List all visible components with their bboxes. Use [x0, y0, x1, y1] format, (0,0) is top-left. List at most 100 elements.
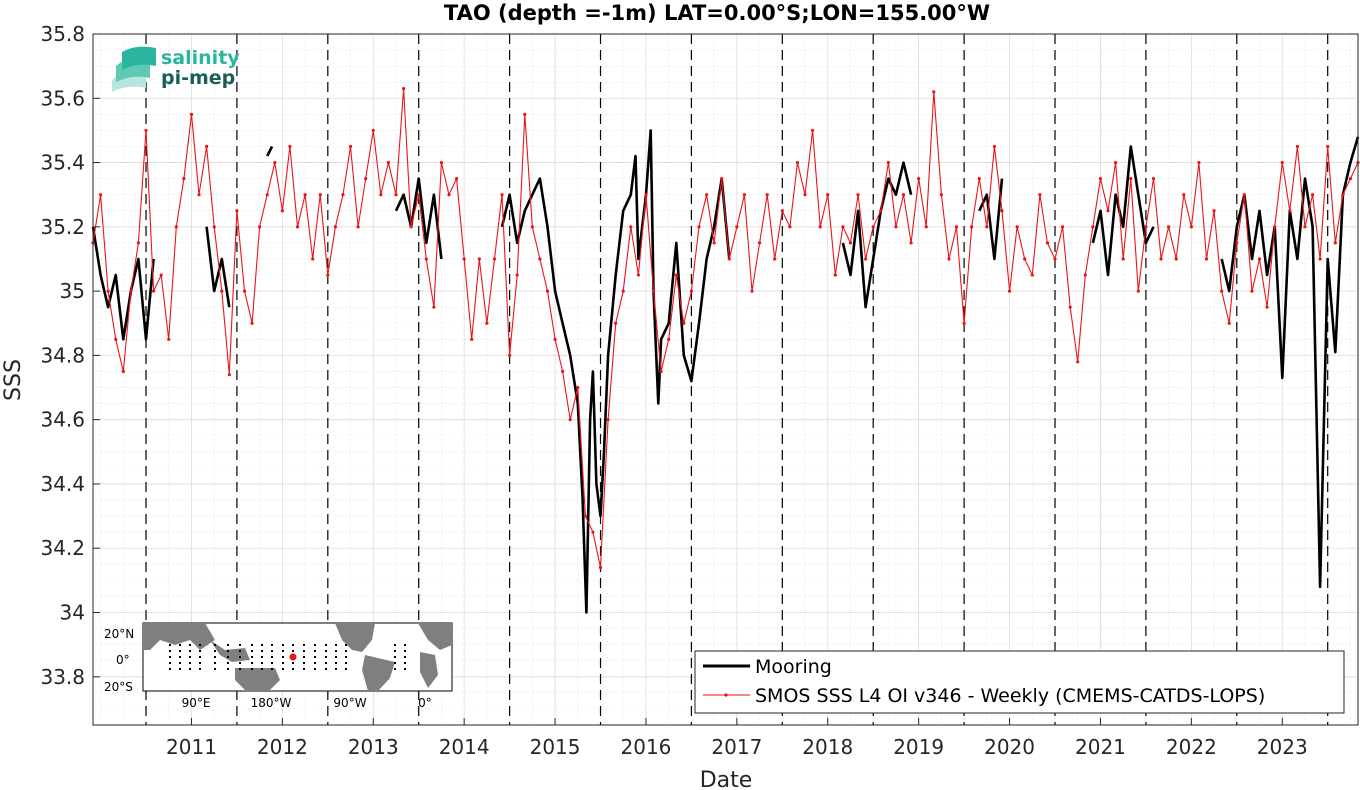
- mooring-dot: [314, 662, 316, 664]
- x-tick-label: 2017: [711, 735, 762, 759]
- mooring-dot: [189, 644, 191, 646]
- smos-series-point: [409, 225, 413, 229]
- smos-series-point: [1000, 209, 1004, 213]
- mooring-dot: [271, 644, 273, 646]
- smos-series-point: [114, 337, 118, 341]
- smos-series-point: [250, 321, 254, 325]
- smos-series-point: [242, 289, 247, 293]
- smos-series-point: [1038, 193, 1042, 197]
- smos-series-point: [598, 565, 603, 570]
- mooring-dot: [261, 662, 263, 664]
- mooring-dot: [239, 668, 241, 670]
- y-tick-label: 35.2: [40, 215, 85, 239]
- smos-series-point: [121, 369, 125, 374]
- mooring-series-line: [1091, 145, 1155, 277]
- mooring-dot: [214, 644, 216, 646]
- mooring-dot: [345, 650, 347, 652]
- smos-series-point: [432, 305, 436, 309]
- smos-series-point: [1227, 321, 1231, 325]
- smos-series-point: [576, 385, 580, 390]
- smos-series-point: [98, 193, 103, 197]
- smos-series-point: [992, 144, 997, 149]
- smos-series-point: [439, 160, 444, 165]
- smos-series-point: [523, 112, 527, 116]
- mooring-dot: [345, 656, 347, 658]
- smos-series-point: [826, 193, 830, 197]
- smos-series-point: [212, 225, 216, 229]
- smos-series-point: [500, 193, 504, 197]
- smos-series-point: [182, 177, 186, 181]
- smos-series-point: [962, 321, 966, 325]
- smos-series-point: [326, 273, 330, 277]
- x-tick-label: 2015: [530, 735, 581, 759]
- smos-series-point: [341, 193, 345, 197]
- smos-series-point: [356, 225, 360, 229]
- mooring-dot: [214, 650, 216, 652]
- smos-series-point: [864, 257, 868, 261]
- mooring-dot: [199, 662, 201, 664]
- smos-series-point: [1007, 289, 1012, 293]
- smos-series-point: [258, 225, 262, 229]
- smos-series-point: [1167, 225, 1171, 229]
- mooring-dot: [239, 644, 241, 646]
- smos-series-point: [1341, 193, 1345, 197]
- smos-series-point: [538, 257, 542, 261]
- smos-series-point: [553, 337, 557, 341]
- smos-series-point: [1212, 209, 1216, 213]
- mooring-dot: [227, 662, 229, 664]
- mooring-dot: [292, 668, 294, 670]
- y-tick-label: 33.8: [40, 665, 85, 689]
- logo-line2: pi-mep: [161, 67, 235, 89]
- mooring-series-line: [205, 226, 231, 308]
- mooring-dot: [303, 668, 305, 670]
- smos-series-point: [1265, 305, 1269, 309]
- mooring-dot: [394, 656, 396, 658]
- smos-series-point: [129, 289, 133, 293]
- smos-series-point: [1030, 273, 1034, 277]
- smos-series-point: [1295, 144, 1300, 149]
- smos-series-point: [1273, 225, 1277, 229]
- logo-waves-icon: [112, 46, 156, 92]
- smos-series-point: [197, 193, 201, 197]
- y-tick-label: 35: [60, 279, 85, 303]
- mooring-dot: [303, 662, 305, 664]
- mooring-dot: [404, 644, 406, 646]
- smos-series-point: [303, 193, 307, 197]
- mooring-dot: [261, 644, 263, 646]
- mooring-dot: [282, 656, 284, 658]
- smos-series-point: [886, 160, 890, 165]
- mooring-dot: [169, 668, 171, 670]
- smos-series-point: [1144, 225, 1148, 229]
- mooring-dot: [335, 662, 337, 664]
- smos-series-point: [879, 209, 883, 213]
- series-layer: [91, 87, 1360, 614]
- mooring-dot: [189, 650, 191, 652]
- smos-series-point: [220, 289, 224, 293]
- mooring-dot: [199, 668, 201, 670]
- inset-map: 20°N 0° 20°S 90°E 180°W 90°W 0°: [104, 622, 453, 710]
- smos-series-point: [720, 177, 724, 181]
- smos-series-point: [174, 225, 178, 229]
- mooring-dot: [394, 644, 396, 646]
- mooring-dot: [325, 668, 327, 670]
- mooring-dot: [214, 656, 216, 658]
- smos-series-point: [712, 241, 716, 245]
- x-tick-label: 2021: [1075, 735, 1126, 759]
- smos-series-point: [333, 225, 337, 229]
- smos-series-point: [788, 225, 792, 229]
- smos-series-point: [1023, 257, 1027, 261]
- smos-series-point: [697, 225, 701, 229]
- mooring-dot: [345, 644, 347, 646]
- logo-line1: salinity: [161, 47, 240, 69]
- inset-lon-180w: 180°W: [251, 696, 292, 710]
- smos-series-point: [167, 337, 171, 341]
- smos-series-point: [1015, 225, 1019, 229]
- smos-series-point: [841, 225, 845, 229]
- mooring-dot: [227, 644, 229, 646]
- mooring-dot: [292, 662, 294, 664]
- smos-series-point: [977, 177, 981, 181]
- smos-series-point: [318, 193, 322, 197]
- mooring-series-line: [91, 226, 155, 341]
- mooring-dot: [335, 668, 337, 670]
- mooring-dot: [189, 662, 191, 664]
